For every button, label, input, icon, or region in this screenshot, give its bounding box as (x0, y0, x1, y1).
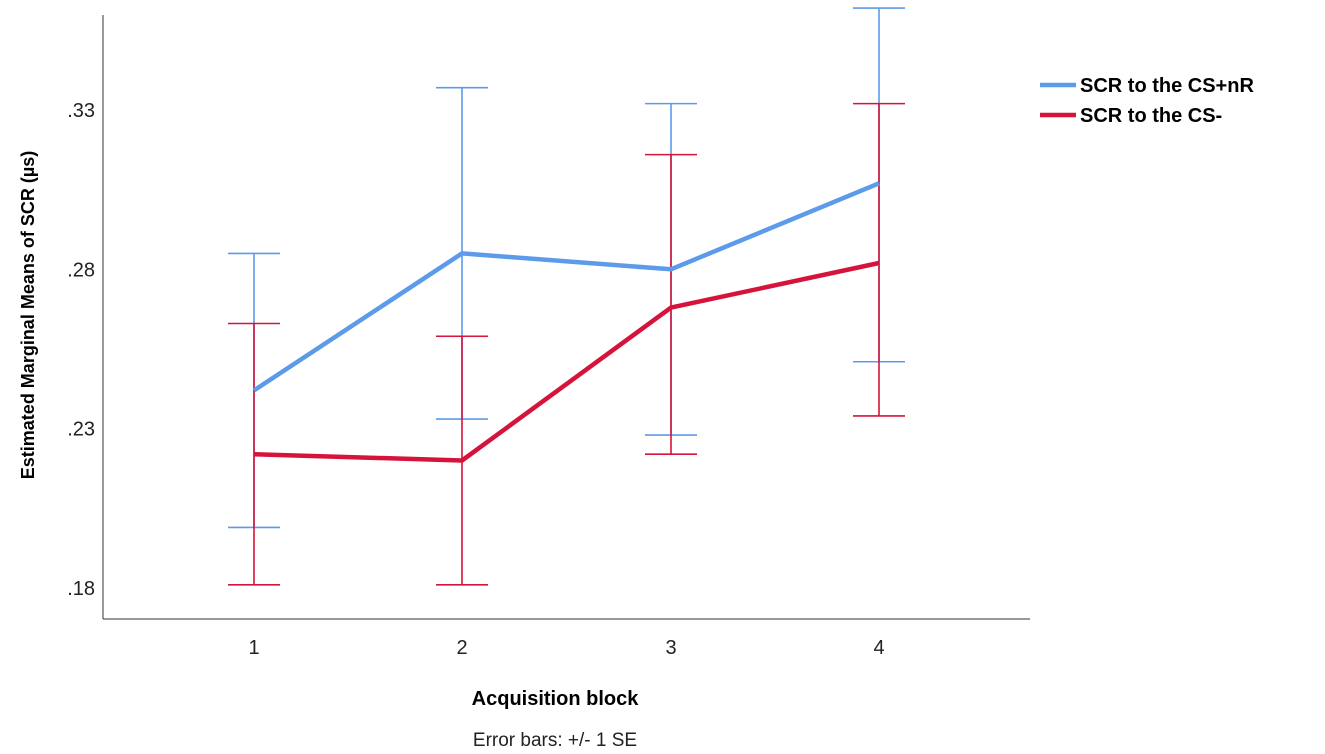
x-axis-title: Acquisition block (472, 688, 640, 710)
x-tick-label: 3 (665, 637, 676, 659)
y-tick-labels: .18 .23 .28 .33 (67, 100, 95, 600)
x-tick-label: 1 (248, 637, 259, 659)
legend-label: SCR to the CS- (1080, 105, 1222, 127)
error-bars (228, 7, 905, 586)
series-line (253, 260, 880, 463)
legend: SCR to the CS+nR SCR to the CS- (1040, 75, 1254, 127)
y-axis-title: Estimated Marginal Means of SCR (µs) (18, 151, 38, 479)
error-bar-note: Error bars: +/- 1 SE (473, 730, 637, 751)
y-tick-label: .18 (67, 578, 95, 600)
x-tick-labels: 1 2 3 4 (248, 637, 884, 659)
y-tick-label: .28 (67, 259, 95, 281)
series-lines (252, 181, 880, 463)
series-line (252, 181, 880, 393)
y-tick-label: .23 (67, 419, 95, 441)
y-tick-label: .33 (67, 100, 95, 122)
x-tick-label: 2 (456, 637, 467, 659)
legend-label: SCR to the CS+nR (1080, 75, 1254, 97)
x-tick-label: 4 (873, 637, 884, 659)
